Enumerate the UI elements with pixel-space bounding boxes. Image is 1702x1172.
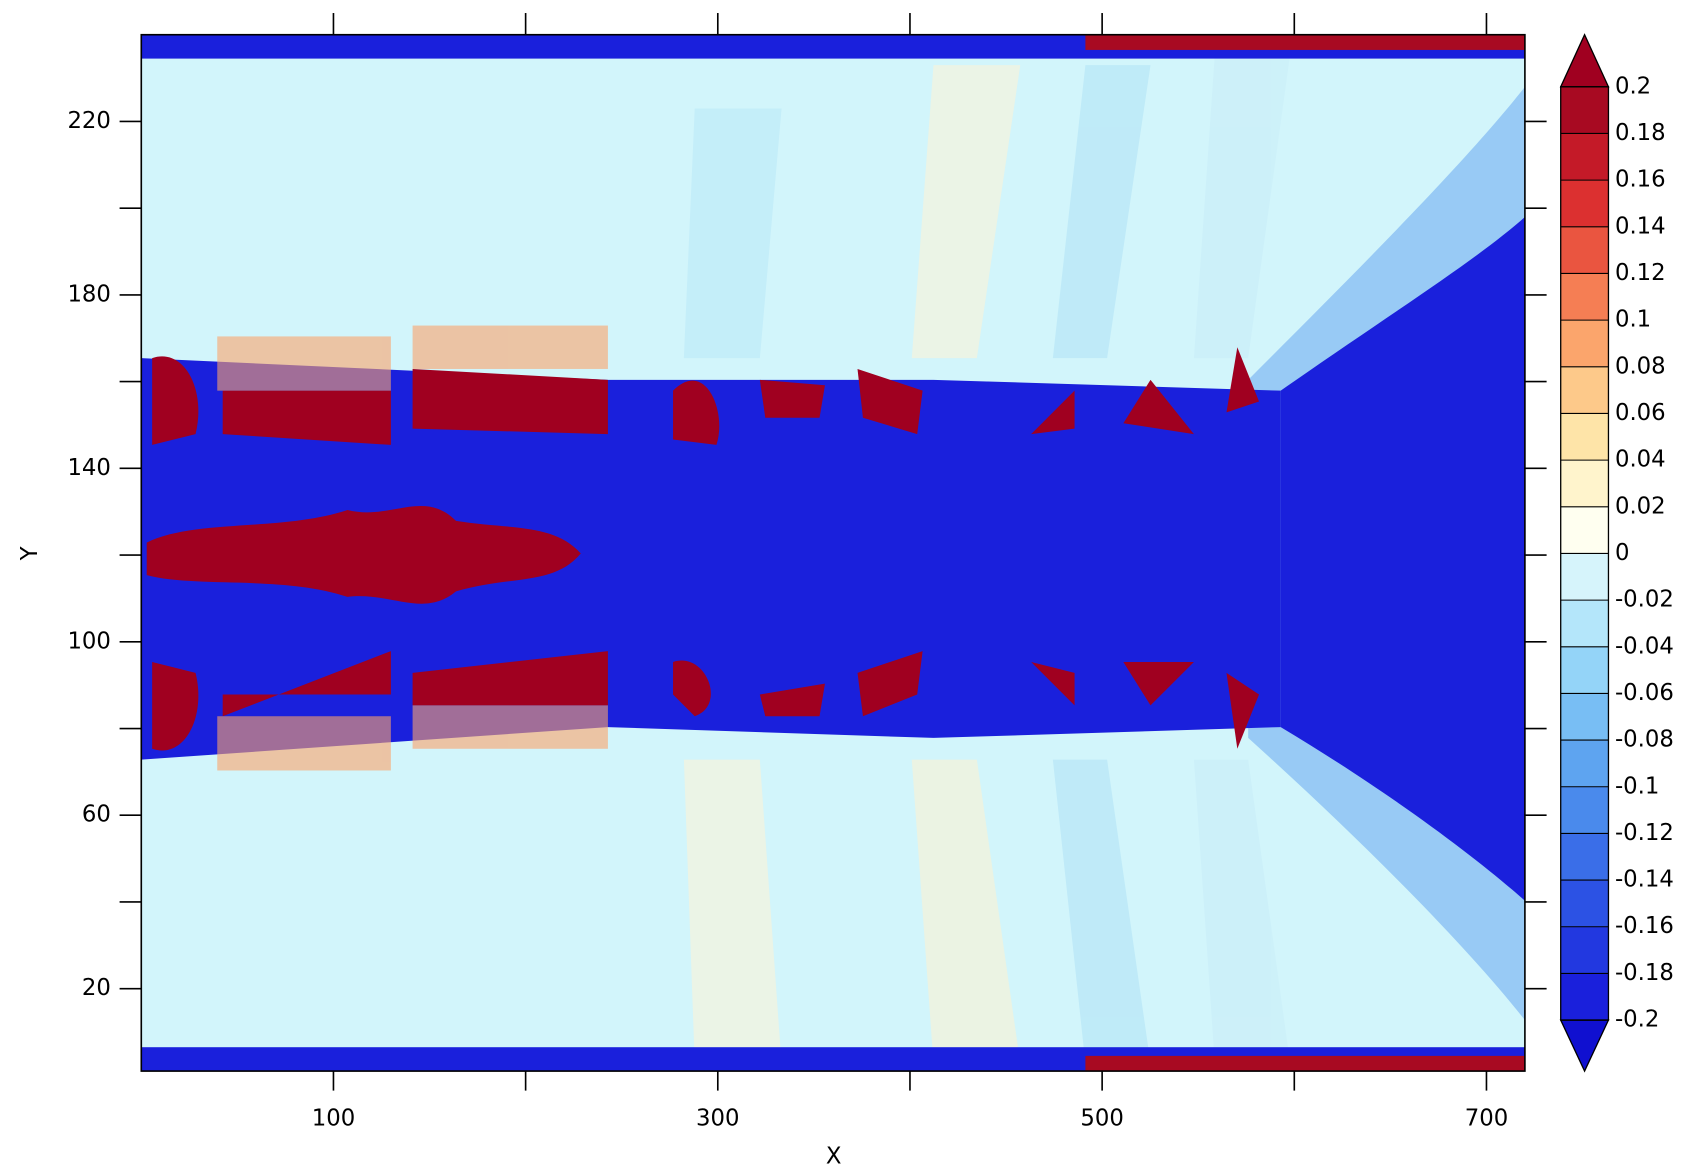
x-tick-label: 500 [1080,1105,1123,1131]
colorbar-label: -0.16 [1615,913,1674,939]
colorbar-frame [1560,86,1610,1021]
colorbar-label: -0.12 [1615,820,1674,846]
field-red [146,347,1260,751]
colorbar-bin [1560,880,1609,927]
y-tick-label: 60 [82,802,111,828]
colorbar-bin [1560,926,1609,974]
y-tick-label: 180 [67,281,110,307]
x-tick-label: 100 [312,1105,355,1131]
colorbar-bin [1560,506,1609,554]
colorbar-bin [1560,600,1609,647]
colorbar-label: 0.16 [1615,167,1666,193]
colorbar-label: 0.2 [1615,73,1651,99]
y-tick-label: 140 [67,455,110,481]
colorbar-bin [1560,646,1609,694]
colorbar-label: -0.02 [1615,587,1674,613]
colorbar-bin [1560,460,1609,507]
colorbar-bin [1560,133,1609,181]
colorbar-bin [1560,413,1609,461]
colorbar-label: 0.18 [1615,120,1666,146]
colorbar-label: -0.04 [1615,633,1674,659]
colorbar-bin [1560,180,1609,227]
field [141,34,1525,1072]
x-tick-label: 300 [696,1105,739,1131]
field-orange [217,325,608,771]
colorbar-label: 0.02 [1615,493,1666,519]
colorbar-bin [1560,973,1609,1021]
colorbar-label: 0.08 [1615,353,1666,379]
colorbar-bin [1560,833,1609,881]
colorbar-over [1559,33,1610,88]
colorbar-label: 0.1 [1615,307,1651,333]
colorbar-bin [1560,86,1609,134]
colorbar-bin [1560,226,1609,274]
colorbar-under [1559,1019,1610,1073]
x-tick-label: 700 [1465,1105,1508,1131]
colorbar-label: -0.14 [1615,867,1674,893]
colorbar-label: -0.1 [1615,773,1659,799]
colorbar-bin [1560,273,1609,321]
field-stripes [683,43,1292,1072]
colorbar-label: 0 [1615,540,1629,566]
x-axis-label: X [826,1143,842,1169]
colorbar-label: -0.06 [1615,680,1674,706]
colorbar-bin [1560,553,1609,601]
y-axis-label: Y [17,546,43,561]
colorbar-label: -0.18 [1615,960,1674,986]
colorbar-bin [1560,693,1609,741]
colorbar-bin [1560,786,1609,834]
colorbar-label: 0.04 [1615,447,1666,473]
colorbar-label: 0.12 [1615,260,1666,286]
y-tick-label: 20 [82,975,111,1001]
colorbar-bin [1560,366,1609,414]
colorbar-bin [1560,740,1609,787]
colorbar-bin [1560,320,1609,367]
colorbar-label: 0.06 [1615,400,1666,426]
y-tick-label: 100 [67,628,110,654]
colorbar-label: -0.08 [1615,727,1674,753]
plot-frame [140,33,1526,1072]
colorbar-label: -0.2 [1615,1007,1659,1033]
y-tick-label: 220 [67,108,110,134]
colorbar-label: 0.14 [1615,213,1666,239]
